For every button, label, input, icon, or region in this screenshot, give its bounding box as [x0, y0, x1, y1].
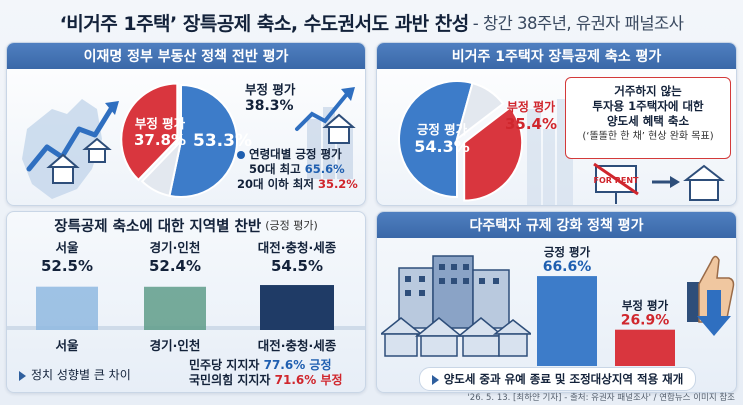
age-line1-value: 65.6% — [304, 162, 345, 176]
pie-chart-deduction — [398, 80, 524, 202]
callout-neg-label: 부정 평가 — [245, 82, 296, 97]
house-icon — [322, 113, 356, 144]
bar — [144, 286, 206, 330]
pie2-neg-label-group: 부정 평가 35.4% — [499, 99, 563, 133]
headline-main: ‘비거주 1주택’ 장특공제 축소, 수도권서도 과반 찬성 — [59, 12, 470, 35]
bullet-triangle-icon — [19, 370, 26, 381]
trend-arrow-icon — [26, 106, 114, 172]
trend-arrow-icon — [295, 92, 349, 131]
panel-title: 이재명 정부 부동산 정책 전반 평가 — [7, 43, 365, 69]
bar — [260, 285, 334, 330]
pie2-pos-value: 54.3% — [414, 137, 470, 156]
note-line1-b: 77.6% 긍정 — [263, 358, 332, 372]
bar-value-label: 54.5% — [271, 257, 323, 275]
explainer-line1: 거주하지 않는 — [614, 84, 682, 98]
pie2-pos-label: 긍정 평가 — [416, 122, 468, 137]
bar-category-bottom: 대전·충청·세종 — [258, 338, 337, 353]
panel-title-small: (긍정 평가) — [265, 219, 318, 232]
bar-value-label: 26.9% — [621, 313, 670, 329]
pie2-pos-label-group: 긍정 평가 54.3% — [407, 121, 477, 155]
house-icon — [46, 153, 80, 184]
bar-category-bottom: 서울 — [55, 338, 79, 353]
note-line2-a: 국민의힘 지지자 — [189, 373, 271, 387]
bar-category-top: 서울 — [55, 240, 79, 255]
pie-slice-other — [455, 81, 505, 142]
panel-overall-policy: 이재명 정부 부동산 정책 전반 평가 부정 평가 37.8% — [6, 42, 366, 206]
pie1-pos-value: 53.3% — [193, 131, 252, 151]
panel-regional: 장특공제 축소에 대한 지역별 찬반 (긍정 평가) 서울 52.5% 서울 경기·인… — [6, 211, 366, 393]
age-line2-label: 20대 이하 최저 — [237, 177, 314, 191]
pie-slice-positive — [168, 83, 238, 198]
note-line2-b: 71.6% 부정 — [274, 373, 343, 387]
bullet-triangle-icon — [431, 374, 439, 385]
note-label: 정치 성향별 큰 차이 — [31, 368, 131, 382]
age-title: 연령대별 긍정 평가 — [249, 147, 342, 161]
political-note: 정치 성향별 큰 차이 민주당 지지자 77.6% 긍정 국민의힘 지지자 71… — [13, 358, 363, 392]
house-icon — [82, 137, 112, 163]
footer-credit: '26. 5. 13. [최하얀 기자] - 출처: 유권자 패널조사' / 연… — [467, 393, 735, 403]
pie1-neg-label: 부정 평가 — [134, 116, 186, 131]
explainer-line4: (‘똘똘한 한 채’ 현상 완화 목표) — [582, 131, 714, 142]
explainer-line3: 양도세 혜택 축소 — [606, 114, 690, 128]
korea-map-shape — [22, 99, 102, 199]
age-line2-value: 35.2% — [317, 177, 358, 191]
pie-slice-positive — [398, 80, 474, 199]
for-rent-illustration: FOR RENT — [593, 162, 725, 204]
headline: ‘비거주 1주택’ 장특공제 축소, 수도권서도 과반 찬성 - 창간 38주년… — [0, 4, 743, 40]
bar-category-top: 대전·충청·세종 — [258, 240, 337, 255]
bar-value-label: 66.6% — [543, 259, 592, 275]
panel-multi-home: 다주택자 규제 강화 정책 평가 긍정 평가 66.6% 부정 평가 26.9% — [376, 211, 737, 393]
trend-arrowhead — [105, 101, 119, 115]
regional-bar-chart: 서울52.5%서울경기·인천52.4%경기·인천대전·충청·세종54.5%대전·… — [7, 240, 365, 353]
panel-title: 다주택자 규제 강화 정책 평가 — [377, 212, 736, 238]
note-line1-a: 민주당 지지자 — [189, 358, 260, 372]
callout-neg-group: 부정 평가 38.3% — [245, 81, 335, 115]
pie-slice-negative — [463, 105, 524, 202]
trend-arrowhead — [341, 87, 355, 101]
headline-sub: - 창간 38주년, 유권자 패널조사 — [472, 14, 684, 33]
explainer-line2: 투자용 1주택자에 대한 — [592, 99, 704, 113]
bar-value-label: 52.4% — [149, 257, 201, 275]
house-icon — [683, 164, 725, 201]
pie2-neg-label: 부정 평가 — [506, 100, 556, 114]
bar — [615, 329, 675, 366]
multi-home-note: 양도세 중과 유예 종료 및 조정대상지역 적용 재개 — [377, 367, 736, 391]
note-text: 양도세 중과 유예 종료 및 조정대상지역 적용 재개 — [443, 372, 684, 386]
panel-title: 비거주 1주택자 장특공제 축소 평가 — [377, 43, 736, 69]
apartment-complex-icon — [381, 255, 531, 357]
bar-category-label: 부정 평가 — [622, 299, 669, 313]
bar — [36, 286, 98, 330]
bar-category-top: 경기·인천 — [150, 240, 201, 255]
deduction-explainer: 거주하지 않는 투자용 1주택자에 대한 양도세 혜택 축소 (‘똘똘한 한 채… — [565, 77, 731, 159]
panel-title: 장특공제 축소에 대한 지역별 찬반 — [54, 218, 262, 235]
callout-neg-value: 38.3% — [245, 98, 294, 114]
bullet-dot-icon — [237, 150, 245, 159]
pie-slice-negative — [120, 82, 179, 182]
age-breakdown: 연령대별 긍정 평가 50대 최고 65.6% 20대 이하 최저 35.2% — [237, 147, 365, 192]
pie2-neg-value: 35.4% — [504, 115, 558, 133]
bar-category-label: 긍정 평가 — [544, 245, 591, 259]
pie1-neg-value: 37.8% — [133, 131, 187, 149]
down-arrow-icon — [697, 290, 731, 336]
prohibit-line — [593, 162, 639, 196]
bar — [537, 276, 597, 366]
pie1-neg-label-group: 부정 평가 37.8% — [125, 115, 195, 149]
age-line1-label: 50대 최고 — [249, 162, 301, 176]
pie-slice-other — [140, 137, 183, 197]
bar-value-label: 52.5% — [41, 257, 93, 275]
pie-chart-overall — [120, 82, 238, 198]
panel-title-wrap: 장특공제 축소에 대한 지역별 찬반 (긍정 평가) — [7, 212, 365, 238]
overall-illustration — [22, 87, 356, 199]
bar-category-bottom: 경기·인천 — [150, 338, 201, 353]
